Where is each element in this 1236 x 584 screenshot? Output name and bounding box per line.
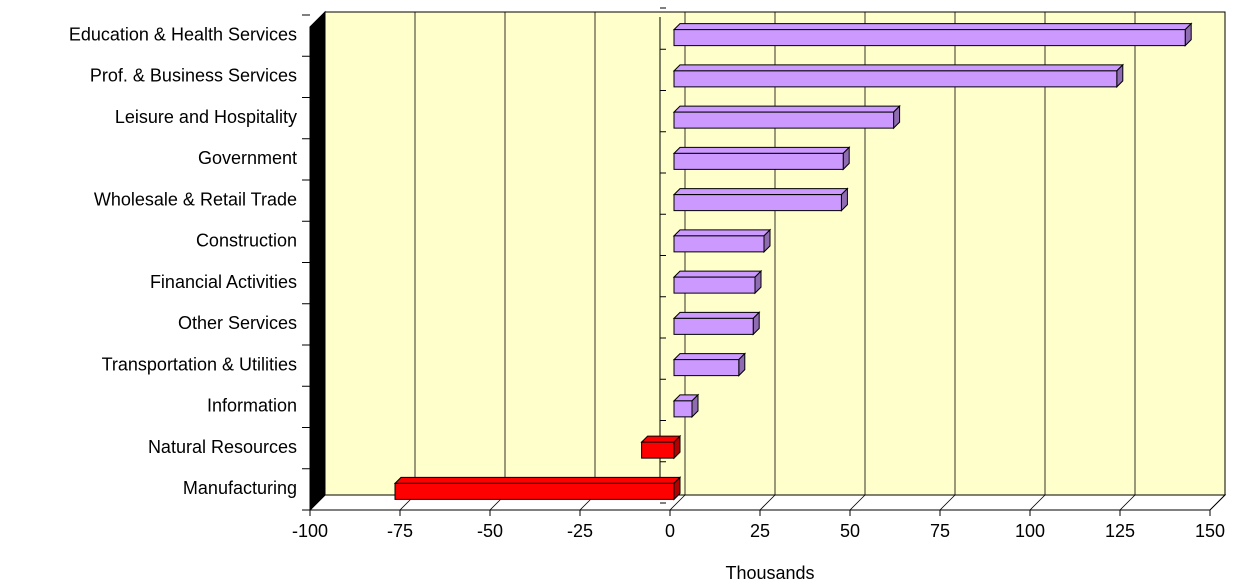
grid-line-floor xyxy=(759,494,776,511)
x-tick-label: 75 xyxy=(930,521,950,541)
category-label: Information xyxy=(207,396,297,416)
bar xyxy=(673,111,895,129)
x-tick-label: -100 xyxy=(292,521,328,541)
bar xyxy=(673,70,1118,88)
grid-line-floor xyxy=(669,494,686,511)
category-label: Transportation & Utilities xyxy=(102,354,297,374)
category-label: Leisure and Hospitality xyxy=(115,107,297,127)
bar xyxy=(673,317,754,335)
bar-top xyxy=(672,64,1125,72)
grid-line-floor xyxy=(1029,494,1046,511)
category-label: Prof. & Business Services xyxy=(90,66,297,86)
bar xyxy=(673,359,740,377)
bar-top xyxy=(672,229,772,237)
category-label: Wholesale & Retail Trade xyxy=(94,189,297,209)
category-label: Education & Health Services xyxy=(69,24,297,44)
x-tick-label: 0 xyxy=(665,521,675,541)
x-tick-label: -50 xyxy=(477,521,503,541)
category-label: Construction xyxy=(196,231,297,251)
x-tick-label: 50 xyxy=(840,521,860,541)
x-tick-label: 125 xyxy=(1105,521,1135,541)
bar-top xyxy=(672,353,747,361)
category-label: Manufacturing xyxy=(183,478,297,498)
grid-line-floor xyxy=(309,494,326,511)
bar-top xyxy=(393,476,682,484)
bar xyxy=(673,152,844,170)
x-tick-label: 100 xyxy=(1015,521,1045,541)
bar xyxy=(673,29,1186,47)
bar xyxy=(673,235,765,253)
category-label: Other Services xyxy=(178,313,297,333)
x-tick-label: 150 xyxy=(1195,521,1225,541)
bar-top xyxy=(672,23,1193,31)
grid-line-floor xyxy=(849,494,866,511)
bar xyxy=(641,441,675,459)
category-label: Government xyxy=(198,148,297,168)
grid-line-floor xyxy=(1209,494,1226,511)
category-label: Natural Resources xyxy=(148,437,297,457)
bar-top xyxy=(672,105,901,113)
bar xyxy=(673,400,693,418)
bar-top xyxy=(672,270,763,278)
bar-top xyxy=(672,188,849,196)
bar xyxy=(673,276,756,294)
bar-top xyxy=(672,311,761,319)
x-tick-label: 25 xyxy=(750,521,770,541)
x-tick-label: -25 xyxy=(567,521,593,541)
bar xyxy=(394,482,675,500)
category-label: Financial Activities xyxy=(150,272,297,292)
bar-top xyxy=(672,146,851,154)
left-wall xyxy=(309,10,326,512)
bar xyxy=(673,194,842,212)
x-tick-label: -75 xyxy=(387,521,413,541)
grid-line-floor xyxy=(1119,494,1136,511)
x-axis-title: Thousands xyxy=(725,563,814,583)
grid-line-floor xyxy=(939,494,956,511)
